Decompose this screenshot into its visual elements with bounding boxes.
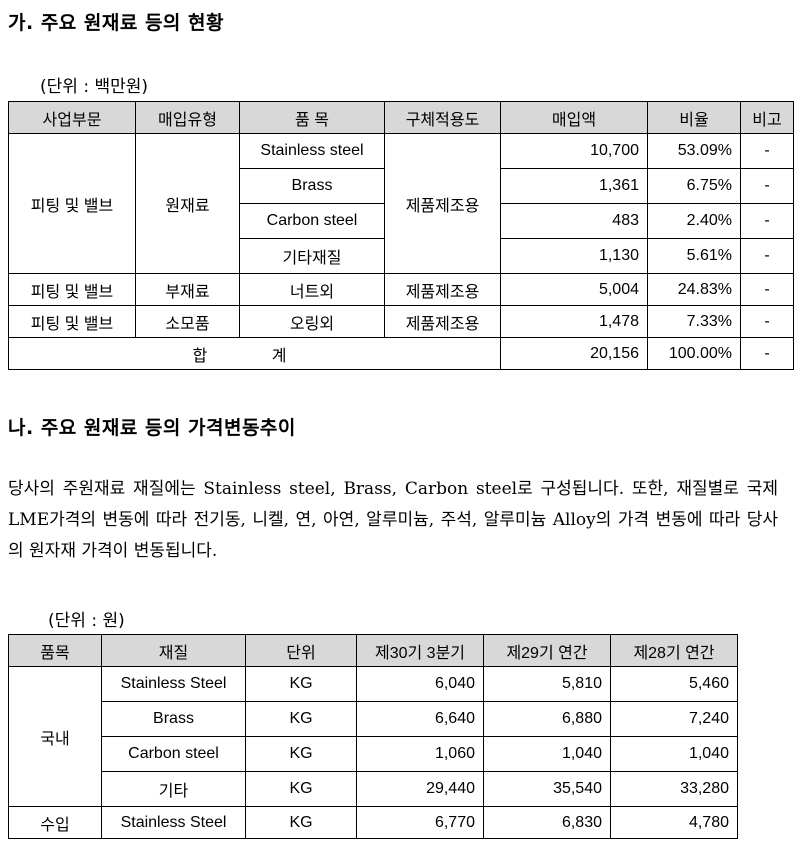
header-period-28: 제28기 연간: [610, 634, 738, 667]
ratio-cell: 53.09%: [647, 133, 741, 169]
table-row: 수입 Stainless Steel KG 6,770 6,830 4,780: [8, 806, 738, 839]
division-cell: 피팅 및 밸브: [8, 133, 136, 274]
ratio-cell: 7.33%: [647, 305, 741, 338]
header-material: 재질: [101, 634, 246, 667]
table-header-row: 품목 재질 단위 제30기 3분기 제29기 연간 제28기 연간: [8, 634, 738, 667]
header-type: 매입유형: [135, 101, 240, 134]
usage-cell: 제품제조용: [384, 133, 501, 274]
header-category: 품목: [8, 634, 102, 667]
type-cell: 원재료: [135, 133, 240, 274]
usage-cell: 제품제조용: [384, 305, 501, 338]
type-cell: 부재료: [135, 273, 240, 306]
price-cell: 6,640: [356, 701, 484, 737]
table-row: Carbon steel KG 1,060 1,040 1,040: [9, 736, 738, 772]
division-cell: 피팅 및 밸브: [8, 305, 136, 338]
section-b-heading: 나. 주요 원재료 등의 가격변동추이: [8, 417, 296, 439]
category-cell: 수입: [8, 806, 102, 839]
table-row: 기타 KG 29,440 35,540 33,280: [9, 771, 738, 807]
note-cell: -: [740, 305, 794, 338]
header-amount: 매입액: [500, 101, 648, 134]
price-cell: 1,040: [610, 736, 738, 772]
price-cell: 33,280: [610, 771, 738, 807]
amount-cell: 1,130: [500, 238, 648, 274]
material-cell: 기타: [101, 771, 246, 807]
price-cell: 35,540: [483, 771, 611, 807]
price-cell: 4,780: [610, 806, 738, 839]
header-division: 사업부문: [8, 101, 136, 134]
item-cell: Stainless steel: [239, 133, 385, 169]
section-a-heading: 가. 주요 원재료 등의 현황: [8, 12, 224, 34]
price-cell: 7,240: [610, 701, 738, 737]
section-b-unit: (단위 : 원): [48, 611, 125, 631]
amount-cell: 5,004: [500, 273, 648, 306]
section-a-unit: (단위 : 백만원): [40, 77, 148, 97]
usage-cell: 제품제조용: [384, 273, 501, 306]
table-header-row: 사업부문 매입유형 품 목 구체적용도 매입액 비율 비고: [8, 101, 794, 134]
table-row: 국내 Stainless Steel KG 6,040 5,810 5,460: [8, 666, 738, 807]
price-cell: 1,060: [356, 736, 484, 772]
division-cell: 피팅 및 밸브: [8, 273, 136, 306]
item-cell: 너트외: [239, 273, 385, 306]
note-cell: -: [740, 273, 794, 306]
price-cell: 6,040: [356, 666, 484, 702]
category-cell: 국내: [8, 666, 102, 807]
amount-cell: 483: [500, 203, 648, 239]
price-cell: 6,830: [483, 806, 611, 839]
table-row: 피팅 및 밸브 부재료 너트외 제품제조용 5,004 24.83% -: [8, 273, 794, 306]
table-row: 피팅 및 밸브 원재료 Stainless steel 제품제조용 10,700…: [8, 133, 794, 274]
unit-cell: KG: [245, 701, 357, 737]
material-cell: Stainless Steel: [101, 806, 246, 839]
table-row: Carbon steel 483 2.40% -: [9, 203, 794, 239]
header-period-29: 제29기 연간: [483, 634, 611, 667]
unit-cell: KG: [245, 806, 357, 839]
total-amount: 20,156: [500, 337, 648, 370]
price-cell: 5,810: [483, 666, 611, 702]
price-cell: 1,040: [483, 736, 611, 772]
table-row: 기타재질 1,130 5.61% -: [9, 238, 794, 274]
total-note: -: [740, 337, 794, 370]
price-cell: 5,460: [610, 666, 738, 702]
unit-cell: KG: [245, 736, 357, 772]
item-cell: Brass: [239, 168, 385, 204]
note-cell: -: [740, 168, 794, 204]
header-usage: 구체적용도: [384, 101, 501, 134]
unit-cell: KG: [245, 666, 357, 702]
header-ratio: 비율: [647, 101, 741, 134]
amount-cell: 10,700: [500, 133, 648, 169]
price-cell: 6,880: [483, 701, 611, 737]
note-cell: -: [740, 238, 794, 274]
type-cell: 소모품: [135, 305, 240, 338]
total-ratio: 100.00%: [647, 337, 741, 370]
header-period-30: 제30기 3분기: [356, 634, 484, 667]
note-cell: -: [740, 133, 794, 169]
table-row: Brass KG 6,640 6,880 7,240: [9, 701, 738, 737]
price-cell: 29,440: [356, 771, 484, 807]
header-unit: 단위: [245, 634, 357, 667]
material-cell: Stainless Steel: [101, 666, 246, 702]
item-cell: 오링외: [239, 305, 385, 338]
header-note: 비고: [740, 101, 794, 134]
ratio-cell: 6.75%: [647, 168, 741, 204]
ratio-cell: 2.40%: [647, 203, 741, 239]
total-label: 합 계: [8, 337, 501, 370]
table-row: Brass 1,361 6.75% -: [9, 168, 794, 204]
amount-cell: 1,361: [500, 168, 648, 204]
price-trend-paragraph: 당사의 주원재료 재질에는 Stainless steel, Brass, Ca…: [8, 479, 778, 561]
material-cell: Carbon steel: [101, 736, 246, 772]
material-cell: Brass: [101, 701, 246, 737]
header-item: 품 목: [239, 101, 385, 134]
total-row: 합 계 20,156 100.00% -: [8, 337, 794, 370]
price-trend-table: 품목 재질 단위 제30기 3분기 제29기 연간 제28기 연간 국내 Sta…: [8, 634, 738, 839]
table-row: 피팅 및 밸브 소모품 오링외 제품제조용 1,478 7.33% -: [8, 305, 794, 338]
item-cell: 기타재질: [239, 238, 385, 274]
note-cell: -: [740, 203, 794, 239]
ratio-cell: 24.83%: [647, 273, 741, 306]
raw-material-table: 사업부문 매입유형 품 목 구체적용도 매입액 비율 비고 피팅 및 밸브 원재…: [8, 101, 794, 370]
ratio-cell: 5.61%: [647, 238, 741, 274]
amount-cell: 1,478: [500, 305, 648, 338]
unit-cell: KG: [245, 771, 357, 807]
item-cell: Carbon steel: [239, 203, 385, 239]
price-cell: 6,770: [356, 806, 484, 839]
